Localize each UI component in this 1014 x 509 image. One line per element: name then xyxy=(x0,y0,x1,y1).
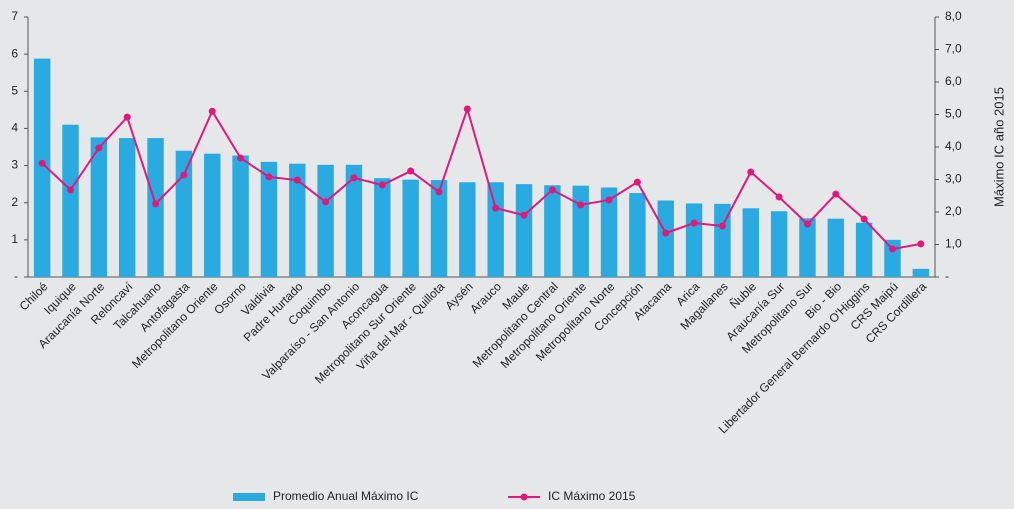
line-point xyxy=(67,186,75,194)
y2-tick-label: - xyxy=(945,269,949,283)
y2-tick-label: 6,0 xyxy=(945,74,962,88)
bar xyxy=(430,180,448,277)
line-point xyxy=(803,220,811,228)
bar xyxy=(402,179,419,277)
line-point xyxy=(832,190,840,198)
y-tick-label: 4 xyxy=(11,121,18,135)
legend-label: Promedio Anual Máximo IC xyxy=(273,489,419,503)
bar xyxy=(572,185,589,277)
bar xyxy=(317,164,334,277)
line-point xyxy=(520,211,528,219)
line-point xyxy=(718,222,726,230)
bar xyxy=(33,58,51,277)
bar xyxy=(515,184,533,277)
line-point xyxy=(208,107,216,115)
bar xyxy=(799,218,816,277)
bar xyxy=(770,211,788,277)
y2-tick-label: 8,0 xyxy=(945,9,962,23)
y2-tick-label: 4,0 xyxy=(945,139,962,153)
y-tick-label: 6 xyxy=(11,46,18,60)
line-point xyxy=(152,200,160,208)
line-point xyxy=(180,171,188,179)
bar xyxy=(175,150,193,277)
y-tick-label: 3 xyxy=(11,158,18,172)
bar xyxy=(912,268,930,277)
bar xyxy=(742,208,759,277)
bar xyxy=(260,161,278,277)
line-point xyxy=(293,176,301,184)
legend-swatch xyxy=(233,493,265,501)
line-point xyxy=(123,113,131,121)
y2-tick-label: 2,0 xyxy=(945,204,962,218)
line-point xyxy=(577,201,585,209)
bar xyxy=(685,203,703,277)
bar xyxy=(147,138,164,277)
y-tick-label: 7 xyxy=(11,9,18,23)
bar xyxy=(827,218,845,277)
bar xyxy=(62,124,79,277)
bar xyxy=(600,187,618,277)
legend-label: IC Máximo 2015 xyxy=(548,489,636,503)
bar xyxy=(374,178,391,277)
legend-swatch xyxy=(520,493,528,501)
y2-tick-label: 7,0 xyxy=(945,42,962,56)
bar xyxy=(232,155,249,277)
y2-tick-label: 5,0 xyxy=(945,107,962,121)
bar xyxy=(629,193,646,277)
line-point xyxy=(775,193,783,201)
line-point xyxy=(662,229,670,237)
bar xyxy=(487,182,504,277)
bar xyxy=(714,203,731,277)
x-tick-label: Arauco xyxy=(467,279,504,316)
line-point xyxy=(492,204,500,212)
bar xyxy=(459,182,476,277)
y-tick-label: - xyxy=(14,269,18,283)
y2-tick-label: 3,0 xyxy=(945,172,962,186)
bar xyxy=(118,138,136,277)
bar xyxy=(204,153,221,277)
line-point xyxy=(633,178,641,186)
y-tick-label: 1 xyxy=(11,232,18,246)
line-point xyxy=(237,154,245,162)
line-point xyxy=(690,219,698,227)
bar xyxy=(345,164,363,277)
line-point xyxy=(860,215,868,223)
y2-axis-label: Máximo IC año 2015 xyxy=(991,87,1006,207)
line-point xyxy=(378,181,386,189)
y-tick-label: 2 xyxy=(11,195,18,209)
line-point xyxy=(888,245,896,253)
bar xyxy=(657,200,674,277)
line-point xyxy=(322,198,330,206)
line-point xyxy=(265,173,273,181)
y2-tick-label: 1,0 xyxy=(945,237,962,251)
line xyxy=(41,105,922,251)
line-point xyxy=(38,159,46,167)
line-point xyxy=(435,188,443,196)
line-point xyxy=(463,105,471,113)
bar xyxy=(90,137,108,277)
bar xyxy=(544,185,561,277)
line-point xyxy=(350,174,358,182)
line-point xyxy=(548,186,556,194)
line-point xyxy=(605,196,613,204)
bar xyxy=(289,163,306,277)
line-point xyxy=(917,240,925,248)
bar xyxy=(884,239,901,277)
line-point xyxy=(95,144,103,152)
line-point xyxy=(407,167,415,175)
y-tick-label: 5 xyxy=(11,83,18,97)
bar xyxy=(855,222,873,277)
line-point xyxy=(747,168,755,176)
